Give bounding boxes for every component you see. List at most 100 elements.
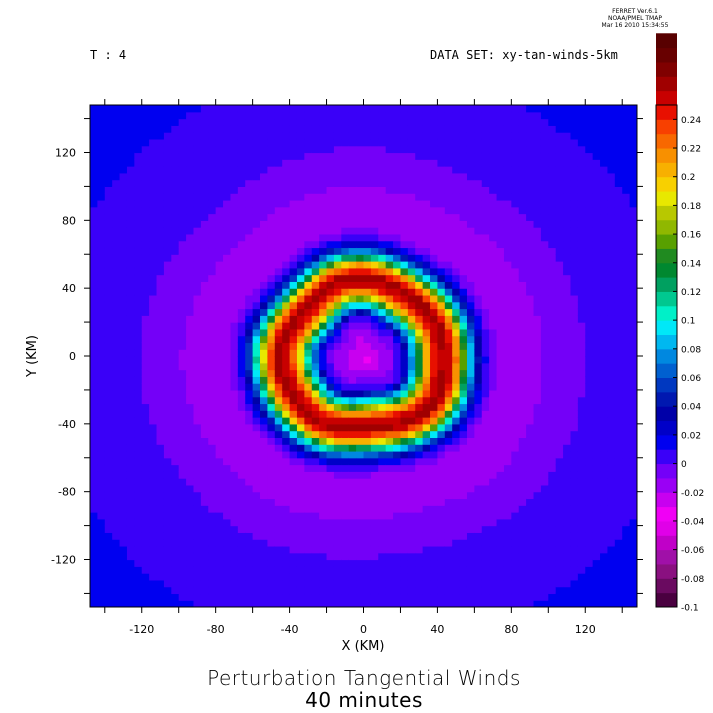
field-cell	[496, 233, 505, 242]
field-cell	[289, 132, 298, 140]
field-cell	[370, 369, 379, 377]
field-cell	[267, 484, 276, 493]
field-cell	[326, 376, 335, 384]
field-cell	[570, 179, 579, 187]
field-cell	[149, 301, 158, 310]
field-cell	[430, 322, 439, 330]
field-cell	[385, 444, 394, 452]
field-cell	[126, 505, 135, 513]
field-cell	[496, 383, 505, 391]
field-cell	[282, 498, 291, 506]
field-cell	[503, 383, 512, 391]
field-cell	[126, 335, 135, 344]
field-cell	[422, 172, 431, 181]
field-cell	[348, 261, 357, 269]
field-cell	[378, 403, 387, 411]
field-cell	[481, 559, 490, 567]
field-cell	[200, 410, 209, 418]
field-cell	[141, 403, 150, 411]
field-cell	[459, 288, 468, 296]
field-cell	[533, 233, 542, 242]
field-cell	[348, 410, 357, 418]
field-cell	[563, 261, 572, 269]
field-cell	[112, 152, 121, 160]
field-cell	[215, 206, 224, 215]
field-cell	[245, 410, 254, 418]
field-cell	[326, 308, 335, 316]
field-cell	[496, 505, 505, 513]
field-cell	[356, 288, 365, 296]
field-cell	[193, 505, 202, 513]
field-cell	[400, 159, 409, 167]
field-cell	[385, 552, 394, 561]
field-cell	[577, 566, 586, 574]
field-cell	[215, 552, 224, 561]
field-cell	[208, 308, 217, 316]
field-cell	[452, 512, 461, 520]
field-cell	[481, 288, 490, 296]
field-cell	[415, 356, 424, 364]
field-cell	[90, 417, 98, 425]
field-cell	[563, 545, 572, 554]
field-cell	[548, 437, 557, 445]
field-cell	[223, 199, 232, 208]
field-cell	[230, 274, 239, 282]
field-cell	[252, 227, 261, 235]
field-cell	[518, 308, 527, 316]
field-cell	[223, 301, 232, 310]
field-cell	[407, 579, 416, 588]
field-cell	[237, 559, 246, 567]
field-cell	[333, 281, 342, 289]
field-cell	[459, 206, 468, 215]
field-cell	[230, 193, 239, 201]
field-cell	[437, 532, 446, 540]
field-cell	[326, 111, 335, 120]
field-cell	[126, 288, 135, 296]
field-cell	[230, 389, 239, 398]
field-cell	[341, 342, 350, 350]
field-cell	[252, 512, 261, 520]
field-cell	[489, 464, 498, 472]
field-cell	[526, 199, 535, 208]
field-cell	[444, 356, 453, 364]
field-cell	[422, 505, 431, 513]
field-cell	[274, 342, 283, 350]
field-cell	[430, 220, 439, 228]
field-cell	[186, 118, 195, 126]
field-cell	[260, 152, 268, 160]
field-cell	[459, 240, 468, 249]
field-cell	[245, 335, 254, 344]
field-cell	[97, 396, 106, 405]
field-cell	[134, 512, 143, 520]
field-cell	[548, 389, 557, 398]
field-cell	[333, 220, 342, 228]
field-cell	[555, 179, 564, 187]
field-cell	[489, 478, 498, 486]
field-cell	[163, 247, 172, 255]
field-cell	[326, 566, 335, 574]
field-cell	[304, 362, 313, 371]
field-cell	[230, 125, 239, 133]
field-cell	[119, 437, 128, 445]
field-cell	[156, 179, 165, 187]
field-cell	[274, 552, 283, 561]
field-cell	[533, 356, 542, 364]
field-cell	[200, 335, 209, 344]
field-cell	[245, 301, 254, 310]
field-cell	[186, 267, 195, 276]
field-cell	[526, 118, 535, 126]
field-cell	[134, 315, 143, 323]
field-cell	[97, 335, 106, 344]
field-cell	[163, 464, 172, 472]
field-cell	[245, 552, 254, 561]
field-cell	[393, 301, 402, 310]
field-cell	[97, 261, 106, 269]
field-cell	[252, 105, 261, 113]
field-cell	[452, 145, 461, 154]
field-cell	[481, 261, 490, 269]
field-cell	[437, 444, 446, 452]
field-cell	[193, 586, 202, 595]
field-cell	[481, 322, 490, 330]
field-cell	[548, 518, 557, 527]
field-cell	[459, 383, 468, 391]
